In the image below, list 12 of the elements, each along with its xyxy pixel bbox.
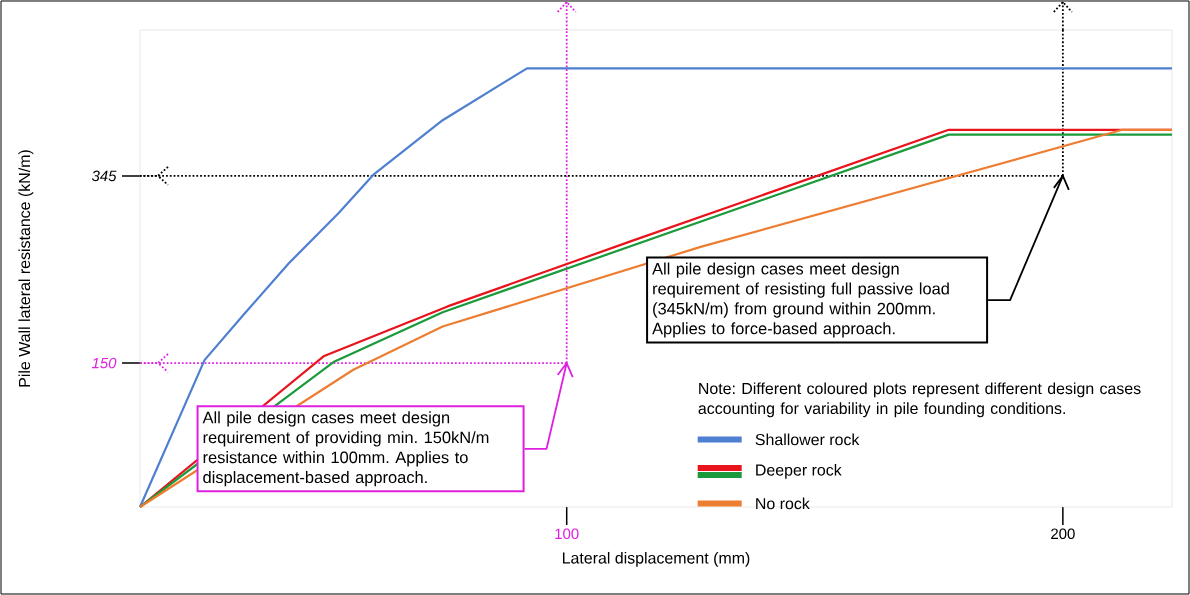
x-axis-title: Lateral displacement (mm) bbox=[562, 551, 750, 567]
y-tick-label: 345 bbox=[91, 170, 117, 182]
legend-label: No rock bbox=[756, 497, 810, 510]
annotation: All pile design cases meet design requirement of providing min. 150kN/m resistance within 100mm. Applies to displacement-based approach. bbox=[202, 411, 489, 487]
y-axis-title: Pile Wall lateral resistance (kN/m) bbox=[18, 150, 34, 387]
legend-label: Shallower rock bbox=[755, 433, 860, 446]
x-tick-label: 200 bbox=[1051, 528, 1075, 540]
annotation: All pile design cases meet design requirement of resisting full passive load (345kN/m) from ground within 200mm. Applies to force-based approach. bbox=[652, 262, 949, 338]
x-tick-label: 100 bbox=[555, 528, 579, 540]
legend-label: Deeper rock bbox=[756, 463, 842, 479]
y-tick-label: 150 bbox=[91, 357, 117, 369]
annotation: Note: Different coloured plots represent different design cases accounting for variability in pile founding conditions. bbox=[698, 382, 1141, 418]
